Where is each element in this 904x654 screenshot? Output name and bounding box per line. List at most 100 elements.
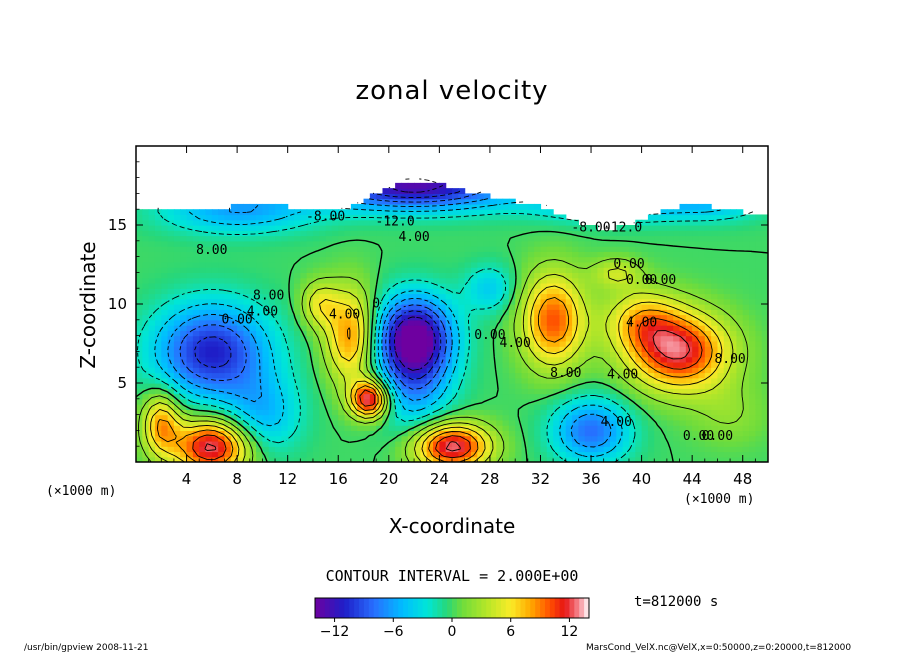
heatmap-cell xyxy=(426,361,434,368)
heatmap-cell xyxy=(344,440,352,447)
heatmap-cell xyxy=(173,261,181,268)
heatmap-cell xyxy=(565,367,573,374)
heatmap-cell xyxy=(401,409,409,416)
heatmap-cell xyxy=(161,425,169,431)
heatmap-cell xyxy=(477,314,485,321)
heatmap-cell xyxy=(281,261,289,268)
heatmap-cell xyxy=(515,304,523,310)
heatmap-cell xyxy=(698,330,706,337)
heatmap-cell xyxy=(148,272,156,279)
heatmap-cell xyxy=(224,419,232,426)
heatmap-cell xyxy=(237,351,245,358)
heatmap-cell xyxy=(382,267,390,273)
heatmap-cell xyxy=(395,261,403,268)
heatmap-cell xyxy=(357,451,365,458)
heatmap-cell xyxy=(546,425,554,431)
heatmap-cell xyxy=(508,440,516,447)
heatmap-cell xyxy=(142,309,150,316)
heatmap-cell xyxy=(439,251,447,258)
heatmap-cell xyxy=(306,419,314,426)
heatmap-cell xyxy=(256,246,263,252)
heatmap-cell xyxy=(136,361,143,368)
heatmap-cell xyxy=(755,367,763,374)
heatmap-cell xyxy=(237,404,245,410)
heatmap-cell xyxy=(369,251,377,258)
heatmap-cell xyxy=(584,404,592,410)
heatmap-cell xyxy=(666,351,674,358)
heatmap-cell xyxy=(704,351,712,358)
heatmap-cell xyxy=(306,409,314,416)
heatmap-cell xyxy=(452,267,459,273)
heatmap-cell xyxy=(540,361,548,368)
heatmap-cell xyxy=(647,361,655,368)
heatmap-cell xyxy=(477,346,485,352)
heatmap-cell xyxy=(730,256,737,263)
heatmap-cell xyxy=(496,272,504,279)
heatmap-cell xyxy=(275,209,282,216)
heatmap-cell xyxy=(312,235,320,242)
heatmap-cell xyxy=(426,282,434,289)
heatmap-cell xyxy=(205,304,213,310)
heatmap-cell xyxy=(666,419,674,426)
heatmap-cell xyxy=(388,267,396,273)
heatmap-cell xyxy=(540,388,548,395)
heatmap-cell xyxy=(192,293,200,300)
heatmap-cell xyxy=(458,246,466,252)
heatmap-cell xyxy=(167,272,175,279)
heatmap-cell xyxy=(306,288,314,295)
heatmap-cell xyxy=(742,261,750,268)
heatmap-cell xyxy=(452,361,459,368)
heatmap-cell xyxy=(369,267,377,273)
heatmap-cell xyxy=(673,261,681,268)
heatmap-cell xyxy=(148,340,156,347)
heatmap-cell xyxy=(666,425,674,431)
heatmap-cell xyxy=(281,372,289,379)
heatmap-cell xyxy=(338,414,346,421)
heatmap-cell xyxy=(306,219,314,226)
heatmap-cell xyxy=(439,209,447,216)
heatmap-cell xyxy=(647,446,655,453)
heatmap-cell xyxy=(660,235,668,242)
heatmap-cell xyxy=(338,425,346,431)
heatmap-cell xyxy=(136,377,143,384)
heatmap-cell xyxy=(749,330,756,337)
heatmap-cell xyxy=(464,330,472,337)
heatmap-cell xyxy=(508,356,516,363)
heatmap-cell xyxy=(572,256,579,263)
heatmap-cell xyxy=(477,351,485,358)
heatmap-cell xyxy=(723,393,731,400)
heatmap-cell xyxy=(521,404,529,410)
heatmap-cell xyxy=(749,383,756,389)
heatmap-cell xyxy=(458,425,466,431)
heatmap-cell xyxy=(192,277,200,284)
heatmap-cell xyxy=(420,188,428,194)
heatmap-cell xyxy=(300,404,308,410)
heatmap-cell xyxy=(628,456,636,462)
heatmap-cell xyxy=(382,240,390,247)
heatmap-cell xyxy=(243,414,251,421)
heatmap-cell xyxy=(464,388,472,395)
heatmap-cell xyxy=(660,298,668,305)
heatmap-cell xyxy=(464,361,472,368)
heatmap-cell xyxy=(673,293,681,300)
heatmap-cell xyxy=(256,404,263,410)
heatmap-cell xyxy=(237,209,245,216)
heatmap-cell xyxy=(180,425,188,431)
heatmap-cell xyxy=(610,340,617,347)
heatmap-cell xyxy=(711,425,719,431)
heatmap-cell xyxy=(496,225,504,231)
heatmap-cell xyxy=(521,325,529,331)
heatmap-cell xyxy=(186,251,194,258)
heatmap-cell xyxy=(749,451,756,458)
heatmap-cell xyxy=(230,282,238,289)
heatmap-cell xyxy=(376,240,384,247)
heatmap-cell xyxy=(407,225,415,231)
heatmap-cell xyxy=(489,251,497,258)
heatmap-cell xyxy=(300,346,308,352)
heatmap-cell xyxy=(572,451,579,458)
heatmap-cell xyxy=(496,267,504,273)
heatmap-cell xyxy=(376,225,384,231)
heatmap-cell xyxy=(325,325,333,331)
heatmap-cell xyxy=(679,314,687,321)
heatmap-cell xyxy=(692,393,700,400)
